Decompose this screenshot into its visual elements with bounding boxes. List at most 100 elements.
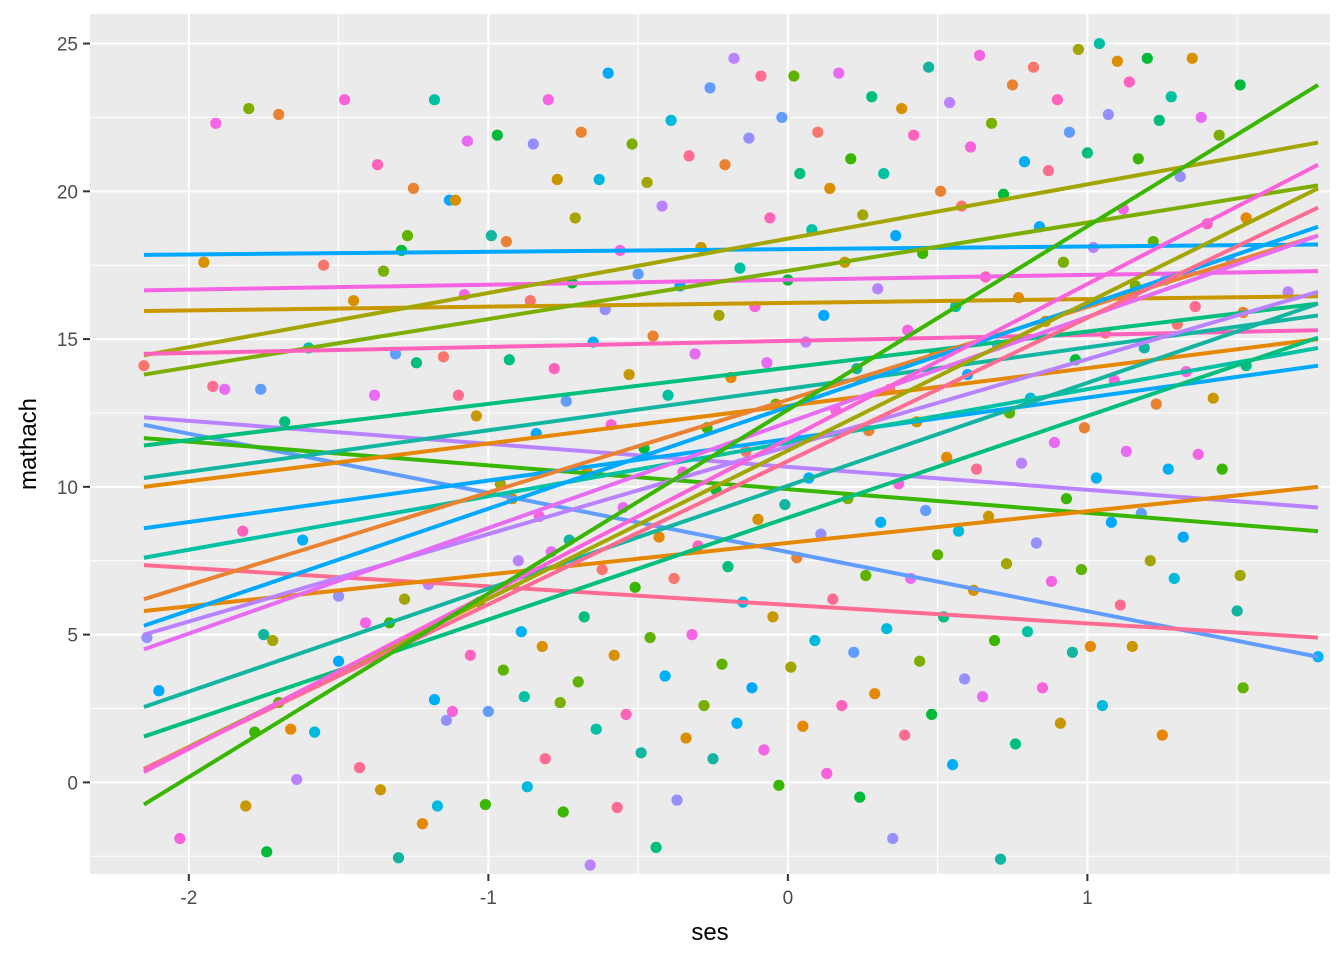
data-point <box>875 516 887 528</box>
data-point <box>297 534 309 546</box>
data-point <box>309 726 321 738</box>
data-point <box>1006 79 1019 91</box>
data-point <box>734 262 746 274</box>
data-point <box>668 572 680 585</box>
data-point <box>641 176 653 189</box>
data-point <box>210 117 222 129</box>
data-point <box>767 611 779 623</box>
data-point <box>1132 153 1144 165</box>
data-point <box>958 673 971 685</box>
data-point <box>761 357 773 369</box>
data-point <box>1231 605 1243 617</box>
data-point <box>1102 108 1114 121</box>
data-point <box>698 699 710 712</box>
data-point <box>258 629 270 641</box>
data-point <box>1036 682 1049 694</box>
data-point <box>878 167 890 180</box>
data-point <box>1015 457 1028 469</box>
data-point <box>941 451 953 463</box>
data-point <box>1084 640 1096 653</box>
data-point <box>713 309 725 322</box>
data-point <box>1096 699 1108 712</box>
y-tick-label: 0 <box>67 773 78 794</box>
data-point <box>584 859 596 871</box>
x-axis: -2 -1 0 1 <box>180 874 1093 909</box>
data-point <box>497 664 509 676</box>
data-point <box>656 200 668 212</box>
data-point <box>153 685 165 697</box>
regression-line <box>143 301 1319 709</box>
data-point <box>623 368 635 381</box>
data-point <box>291 773 303 786</box>
data-point <box>611 801 623 814</box>
data-point <box>338 94 351 106</box>
data-point <box>407 182 420 194</box>
data-point <box>788 70 800 82</box>
data-point <box>620 708 632 721</box>
data-point <box>398 593 411 605</box>
data-point <box>881 623 893 635</box>
data-point <box>1057 256 1070 268</box>
data-point <box>1186 52 1198 64</box>
regression-lines <box>142 83 1320 807</box>
y-tick-label: 10 <box>57 478 78 499</box>
regression-line <box>143 233 1319 602</box>
data-point <box>650 841 662 854</box>
data-point <box>353 762 366 774</box>
data-point <box>1000 558 1013 570</box>
data-points <box>138 37 1324 871</box>
x-tick-label: -2 <box>180 888 197 909</box>
regression-line <box>142 162 1319 774</box>
data-point <box>1027 61 1040 73</box>
data-point <box>542 94 554 106</box>
data-point <box>947 759 959 771</box>
data-point <box>848 646 860 658</box>
data-point <box>219 383 231 395</box>
regression-line <box>143 345 1319 560</box>
data-point <box>1051 94 1064 106</box>
data-point <box>632 268 644 280</box>
data-point <box>653 531 665 543</box>
regression-line <box>142 83 1320 807</box>
data-point <box>285 723 297 735</box>
data-point <box>389 348 402 360</box>
data-point <box>1105 516 1117 528</box>
data-point <box>479 798 491 811</box>
data-point <box>845 153 857 165</box>
data-point <box>452 389 465 401</box>
data-point <box>377 265 390 277</box>
data-point <box>857 209 869 221</box>
data-point <box>1072 43 1085 56</box>
data-point <box>318 259 330 271</box>
data-point <box>952 525 965 537</box>
data-point <box>1093 37 1105 50</box>
data-point <box>776 111 788 124</box>
y-tick-label: 15 <box>57 330 78 351</box>
data-point <box>899 729 911 741</box>
data-point <box>1153 114 1165 126</box>
data-point <box>428 94 441 106</box>
data-point <box>970 463 983 475</box>
data-point <box>1066 646 1079 658</box>
data-point <box>671 794 683 806</box>
y-tick-label: 5 <box>67 626 78 647</box>
regression-line <box>143 294 1319 314</box>
data-point <box>539 753 551 765</box>
regression-line <box>143 313 1319 480</box>
data-point <box>198 256 210 268</box>
y-tick-label: 25 <box>57 35 78 56</box>
data-point <box>1030 537 1043 549</box>
data-point <box>267 634 279 647</box>
data-point <box>731 717 743 729</box>
data-point <box>569 212 581 224</box>
data-point <box>896 102 908 115</box>
data-point <box>1018 156 1031 168</box>
data-point <box>237 525 249 537</box>
data-point <box>716 658 728 670</box>
data-point <box>593 173 605 186</box>
data-point <box>1174 170 1186 183</box>
data-point <box>1060 493 1073 505</box>
data-point <box>704 82 716 94</box>
data-point <box>482 705 494 718</box>
regression-line <box>143 289 1319 637</box>
